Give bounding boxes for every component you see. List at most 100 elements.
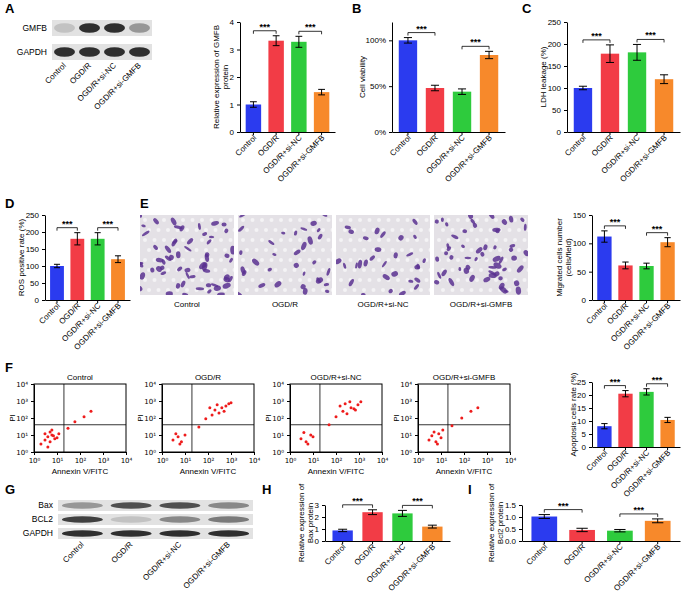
error-bar bbox=[643, 389, 649, 395]
stained-cell bbox=[198, 261, 207, 271]
y-tick-label: 0 bbox=[315, 537, 320, 546]
membrane-pore bbox=[527, 268, 529, 272]
blot-lane-label: Control bbox=[43, 61, 68, 86]
stained-cell bbox=[498, 276, 503, 280]
y-axis-title-line: Bax protein bbox=[306, 503, 315, 543]
point bbox=[354, 408, 357, 411]
y-tick-label: 10² bbox=[16, 415, 28, 423]
y-tick-mark bbox=[589, 434, 592, 435]
panel-letter: G bbox=[5, 482, 15, 497]
x-tick: 10⁰ bbox=[413, 452, 425, 465]
y-axis-title-line: PI bbox=[264, 414, 273, 422]
y-tick-mark bbox=[589, 215, 592, 216]
membrane-pore bbox=[425, 218, 429, 222]
membrane-pore bbox=[302, 268, 306, 272]
significance-label: *** bbox=[412, 496, 423, 506]
error-bar bbox=[485, 51, 493, 58]
stained-cell bbox=[483, 276, 492, 283]
x-tick: OGD/R+si-GMFB bbox=[612, 541, 663, 593]
membrane-pore bbox=[470, 288, 474, 292]
y-tick: 100 bbox=[573, 239, 592, 248]
x-tick: 10⁴ bbox=[249, 452, 261, 465]
x-tick-label: OGD/R+si-GMFB bbox=[618, 133, 669, 184]
stained-cell bbox=[324, 283, 330, 287]
membrane-pore bbox=[298, 218, 302, 222]
stained-cell bbox=[184, 267, 191, 273]
membrane-pore bbox=[368, 218, 372, 222]
membrane-pore bbox=[441, 248, 445, 252]
y-tick-label: 10⁴ bbox=[400, 381, 412, 389]
y-tick: 250 bbox=[548, 18, 567, 27]
membrane-pore bbox=[241, 278, 245, 282]
y-tick-label: 10⁰ bbox=[272, 449, 284, 457]
y-tick-label: 3 bbox=[315, 501, 320, 510]
y-axis-title: ROS positive rate (%) bbox=[17, 218, 26, 296]
membrane-pore bbox=[241, 218, 245, 222]
x-axis: ControlOGD/ROGD/R+si-NCOGD/R+si-GMFB bbox=[234, 132, 336, 184]
y-axis-title-line: PI bbox=[392, 414, 401, 422]
stained-cell bbox=[268, 239, 275, 245]
x-axis-title: Annexin V/FITC bbox=[436, 467, 493, 476]
blot-band bbox=[62, 516, 103, 523]
x-tick: OGD/R+si-NC bbox=[261, 132, 304, 176]
membrane-pore bbox=[195, 228, 199, 232]
y-tick: 20 bbox=[577, 391, 592, 400]
membrane-pore bbox=[200, 258, 204, 262]
y-tick: 10² bbox=[400, 415, 418, 423]
y-tick-mark bbox=[287, 418, 290, 419]
point bbox=[57, 432, 60, 435]
y-axis-title-line: PI bbox=[8, 414, 17, 422]
x-tick-mark bbox=[231, 452, 232, 455]
membrane-pore bbox=[353, 268, 357, 272]
x-axis-title: Annexin V/FITC bbox=[308, 467, 365, 476]
y-tick-mark bbox=[159, 401, 162, 402]
x-tick: 10² bbox=[459, 452, 471, 465]
stained-cell bbox=[152, 244, 159, 251]
error-bar bbox=[576, 528, 587, 531]
stained-cell bbox=[522, 249, 528, 257]
y-tick: 10⁴ bbox=[144, 381, 162, 389]
membrane-pore bbox=[264, 288, 268, 292]
y-axis: 050100150200250 bbox=[26, 211, 46, 305]
membrane-pore bbox=[181, 218, 185, 222]
y-tick-label: 250 bbox=[26, 211, 40, 220]
x-tick-label: 10¹ bbox=[52, 457, 64, 465]
stained-cell bbox=[227, 275, 233, 283]
bar bbox=[480, 55, 498, 132]
x-tick-label: Control bbox=[525, 542, 550, 567]
plot-frame bbox=[162, 384, 254, 452]
y-tick-mark bbox=[589, 272, 592, 273]
point bbox=[430, 434, 433, 437]
stained-cell bbox=[160, 271, 167, 276]
membrane-pore bbox=[210, 218, 214, 222]
x-tick: 10¹ bbox=[436, 452, 448, 465]
membrane-pore bbox=[255, 268, 259, 272]
x-axis: 10⁰10¹10²10³10⁴ bbox=[157, 452, 261, 465]
micrograph-caption: OGD/R+si-GMFB bbox=[450, 300, 512, 309]
membrane-pore bbox=[153, 278, 157, 282]
membrane-pore bbox=[274, 228, 278, 232]
y-tick-label: 10³ bbox=[272, 398, 284, 406]
membrane-pore bbox=[429, 268, 431, 272]
y-tick: 10¹ bbox=[16, 432, 34, 440]
x-tick-label: 10² bbox=[459, 457, 471, 465]
blot-band bbox=[159, 530, 200, 537]
membrane-pore bbox=[339, 238, 343, 242]
stained-cell bbox=[460, 244, 465, 249]
x-tick-label: OGD/R+si-NC bbox=[582, 542, 625, 585]
x-tick-label: Control bbox=[563, 133, 588, 158]
y-tick-label: 250 bbox=[548, 18, 562, 27]
error-bar bbox=[458, 89, 466, 95]
y-tick: 4 bbox=[230, 18, 240, 27]
membrane-pore bbox=[358, 218, 362, 222]
membrane-pore bbox=[456, 218, 460, 222]
stained-cell bbox=[293, 249, 302, 257]
blot-band bbox=[54, 23, 75, 33]
membrane-pore bbox=[143, 238, 147, 242]
blot-band bbox=[104, 23, 125, 33]
membrane-pore bbox=[437, 238, 441, 242]
x-tick: Control bbox=[563, 132, 588, 158]
stained-cell bbox=[140, 272, 146, 281]
y-tick-label: 200 bbox=[548, 40, 562, 49]
membrane-pore bbox=[327, 278, 331, 282]
